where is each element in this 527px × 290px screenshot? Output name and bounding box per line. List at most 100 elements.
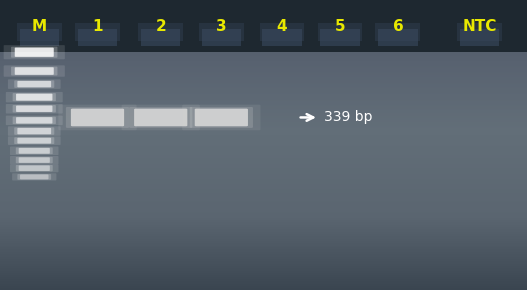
FancyBboxPatch shape	[11, 67, 57, 75]
Text: 4: 4	[277, 19, 287, 34]
Bar	[0, 220, 527, 221]
FancyBboxPatch shape	[16, 106, 53, 112]
Bar	[0, 286, 527, 287]
Bar	[0, 116, 527, 117]
Bar	[0, 78, 527, 79]
Bar	[0, 22, 527, 23]
Bar	[0, 239, 527, 240]
Bar	[0, 64, 527, 65]
Bar	[0, 3, 527, 4]
Bar	[0, 133, 527, 134]
Bar	[0, 278, 527, 279]
Bar	[0, 52, 527, 53]
Bar	[0, 266, 527, 267]
Bar	[0, 37, 527, 38]
FancyBboxPatch shape	[4, 65, 65, 77]
FancyBboxPatch shape	[13, 93, 56, 101]
Bar	[0, 143, 527, 144]
Bar	[0, 81, 527, 82]
FancyBboxPatch shape	[129, 107, 192, 128]
Bar	[0, 66, 527, 67]
Bar	[0, 56, 527, 57]
Bar	[0, 281, 527, 282]
Bar	[0, 226, 527, 227]
FancyBboxPatch shape	[16, 117, 53, 124]
Bar	[0, 106, 527, 107]
Bar	[0, 62, 527, 63]
Bar	[0, 14, 527, 15]
FancyBboxPatch shape	[71, 109, 124, 126]
Bar	[0, 163, 527, 164]
FancyBboxPatch shape	[66, 107, 129, 128]
Bar	[0, 135, 527, 136]
Bar	[0, 230, 527, 231]
Bar	[0, 47, 527, 48]
Bar	[0, 48, 527, 49]
Text: M: M	[32, 19, 47, 34]
Bar	[0, 9, 527, 10]
Bar	[141, 29, 180, 46]
Bar	[0, 164, 527, 165]
FancyBboxPatch shape	[8, 136, 61, 145]
Bar	[0, 27, 527, 28]
Bar	[0, 178, 527, 179]
FancyBboxPatch shape	[11, 47, 57, 58]
Bar	[460, 29, 500, 46]
Bar	[0, 174, 527, 175]
FancyBboxPatch shape	[13, 117, 56, 124]
Bar	[0, 51, 527, 52]
Bar	[0, 289, 527, 290]
Bar	[0, 218, 527, 220]
Bar	[0, 196, 527, 197]
Bar	[0, 275, 527, 276]
Bar	[0, 89, 527, 90]
Bar	[0, 126, 527, 127]
Bar	[0, 130, 527, 131]
Bar	[0, 19, 527, 20]
FancyBboxPatch shape	[195, 109, 248, 126]
Bar	[0, 167, 527, 168]
Bar	[0, 141, 527, 142]
Bar	[0, 114, 527, 115]
FancyBboxPatch shape	[10, 164, 58, 172]
Text: 2: 2	[155, 19, 166, 34]
Bar	[0, 41, 527, 43]
FancyBboxPatch shape	[8, 79, 61, 89]
Bar	[0, 154, 527, 155]
Bar	[0, 253, 527, 254]
Bar	[0, 279, 527, 280]
Bar	[0, 86, 527, 87]
Bar	[0, 160, 527, 162]
Bar	[0, 180, 527, 181]
Bar	[0, 223, 527, 224]
Bar	[0, 122, 527, 123]
Bar	[202, 29, 241, 46]
Bar	[0, 213, 527, 214]
Bar	[0, 115, 527, 116]
Bar	[457, 23, 502, 41]
Bar	[0, 200, 527, 201]
Bar	[0, 199, 527, 200]
Bar	[0, 169, 527, 170]
Bar	[0, 72, 527, 73]
Bar	[0, 29, 527, 30]
Bar	[0, 4, 527, 5]
Bar	[0, 30, 527, 31]
Bar	[0, 269, 527, 270]
Bar	[0, 240, 527, 241]
Bar	[0, 83, 527, 84]
FancyBboxPatch shape	[6, 104, 63, 113]
Bar	[0, 147, 527, 148]
Bar	[0, 34, 527, 35]
Bar	[0, 118, 527, 119]
Bar	[0, 139, 527, 140]
Bar	[0, 77, 527, 78]
Bar	[0, 285, 527, 286]
Bar	[0, 0, 527, 1]
Bar	[0, 250, 527, 251]
Bar	[0, 20, 527, 21]
Bar	[138, 23, 183, 41]
Bar	[0, 170, 527, 171]
Bar	[20, 29, 59, 46]
FancyBboxPatch shape	[17, 81, 51, 87]
